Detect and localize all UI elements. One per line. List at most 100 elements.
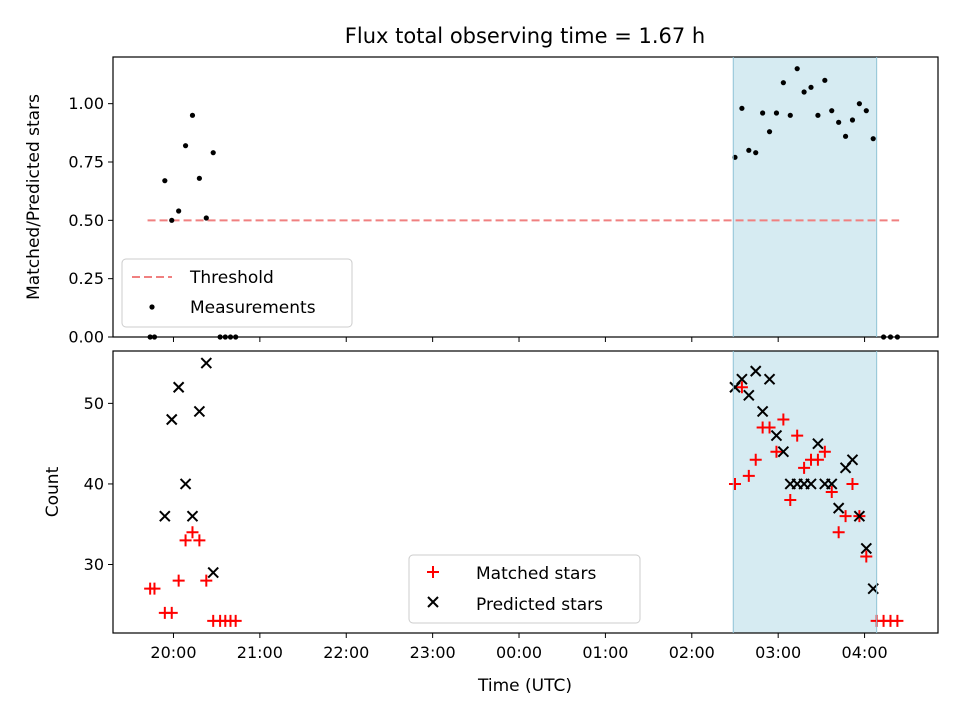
- predicted-star-point: [750, 365, 762, 377]
- top-observing-window-shade: [733, 57, 877, 337]
- y-tick-label: 50: [84, 394, 104, 413]
- x-tick-label: 21:00: [237, 643, 283, 662]
- predicted-star-point: [736, 373, 748, 385]
- y-tick-label: 0.50: [68, 211, 104, 230]
- predicted-star-point: [846, 454, 859, 466]
- measurement-point: [801, 89, 807, 95]
- predicted-star-point: [200, 357, 213, 369]
- matched-star-point: [784, 494, 797, 507]
- matched-star-point: [172, 574, 185, 587]
- predicted-star-point: [166, 413, 178, 426]
- measurement-point: [780, 80, 786, 86]
- legend-predicted-label: Predicted stars: [476, 595, 603, 615]
- predicted-star-point: [172, 381, 185, 393]
- bottom-axes-frame: [112, 350, 939, 634]
- y-tick-label: 40: [84, 474, 104, 493]
- top-legend-box: [121, 258, 353, 328]
- measurement-point: [808, 84, 814, 90]
- x-tick-label: 02:00: [669, 643, 715, 662]
- predicted-star-point: [159, 510, 171, 522]
- matched-star-point: [798, 461, 811, 474]
- matched-star-point: [186, 526, 199, 539]
- predicted-star-point: [860, 542, 873, 555]
- predicted-star-point: [770, 429, 783, 442]
- measurement-point: [822, 77, 828, 83]
- matched-star-point: [777, 413, 790, 426]
- y-tick-label: 1.00: [68, 94, 104, 113]
- measurement-point: [766, 129, 773, 135]
- predicted-star-point: [832, 502, 845, 514]
- y-tick-label: 0.00: [68, 328, 104, 347]
- predicted-star-point: [179, 478, 192, 490]
- top-legend: Threshold Measurements: [121, 258, 353, 328]
- matched-star-point: [811, 453, 824, 466]
- predicted-star-point: [193, 405, 206, 418]
- x-tick-label: 01:00: [582, 643, 628, 662]
- matched-star-point: [728, 477, 741, 490]
- measurement-point: [863, 108, 869, 114]
- predicted-star-point: [743, 389, 755, 402]
- legend-matched-label: Matched stars: [476, 564, 596, 584]
- predicted-star-point: [186, 510, 199, 522]
- matched-star-point: [200, 574, 213, 587]
- matched-star-point: [735, 381, 748, 394]
- measurement-point: [836, 119, 842, 125]
- measurement-point: [773, 110, 780, 116]
- bottom-y-axis-ticks: 30 40 50: [84, 394, 113, 574]
- measurement-point: [169, 217, 175, 223]
- predicted-star-point: [207, 566, 219, 579]
- predicted-star-point: [853, 510, 866, 522]
- predicted-star-point: [756, 405, 769, 418]
- measurement-point: [196, 175, 202, 181]
- measurement-point: [787, 112, 793, 118]
- measurement-point: [182, 143, 189, 149]
- x-axis-label: Time (UTC): [477, 676, 572, 696]
- measurement-point: [746, 147, 752, 153]
- x-tick-label: 04:00: [842, 643, 888, 662]
- predicted-star-point: [826, 478, 838, 490]
- legend-matched-swatch: [427, 566, 439, 578]
- matched-star-point: [148, 582, 161, 595]
- measurement-point: [849, 117, 856, 123]
- y-tick-label: 0.75: [68, 153, 104, 172]
- bottom-legend-box: [408, 554, 641, 624]
- measurement-point: [203, 215, 209, 221]
- bottom-count-points: [144, 357, 904, 627]
- predicted-star-point: [805, 478, 817, 490]
- y-tick-label: 30: [84, 555, 104, 574]
- bottom-panel: 30 40 50 20:00 21:00 22:00 23:00 00:00 01:00 02:…: [43, 350, 939, 696]
- x-tick-label: 22:00: [323, 643, 369, 662]
- bottom-legend: Matched stars Predicted stars: [408, 554, 641, 624]
- measurement-point: [842, 133, 849, 139]
- x-tick-label: 03:00: [755, 643, 801, 662]
- matched-star-point: [825, 486, 838, 498]
- predicted-star-point: [812, 437, 824, 450]
- matched-star-point: [818, 445, 831, 458]
- top-x-axis-ticks: [172, 337, 866, 342]
- matched-star-point: [791, 429, 804, 442]
- measurement-point: [753, 150, 759, 156]
- legend-measurements-label: Measurements: [190, 298, 316, 318]
- measurement-point: [739, 105, 745, 111]
- measurement-point: [856, 101, 862, 107]
- matched-star-point: [860, 550, 873, 563]
- y-tick-label: 0.25: [68, 269, 104, 288]
- measurement-point: [794, 66, 800, 72]
- top-axes-frame: [112, 56, 939, 338]
- bottom-x-axis-ticks: 20:00 21:00 22:00 23:00 00:00 01:00 02:00 03:00…: [150, 633, 888, 662]
- legend-measurements-swatch: [149, 304, 155, 310]
- matched-star-point: [165, 606, 178, 619]
- x-tick-label: 23:00: [410, 643, 456, 662]
- matched-star-point: [229, 614, 242, 627]
- legend-predicted-swatch: [427, 596, 439, 608]
- matched-star-point: [749, 453, 762, 466]
- predicted-star-point: [777, 446, 790, 458]
- measurement-point: [176, 208, 182, 214]
- matched-star-point: [763, 421, 776, 434]
- top-y-axis-ticks: 0.00 0.25 0.50 0.75 1.00: [68, 94, 113, 347]
- top-y-axis-label: Matched/Predicted stars: [24, 94, 44, 300]
- matched-star-point: [179, 534, 192, 547]
- matched-star-point: [832, 526, 845, 539]
- matched-star-point: [193, 534, 206, 547]
